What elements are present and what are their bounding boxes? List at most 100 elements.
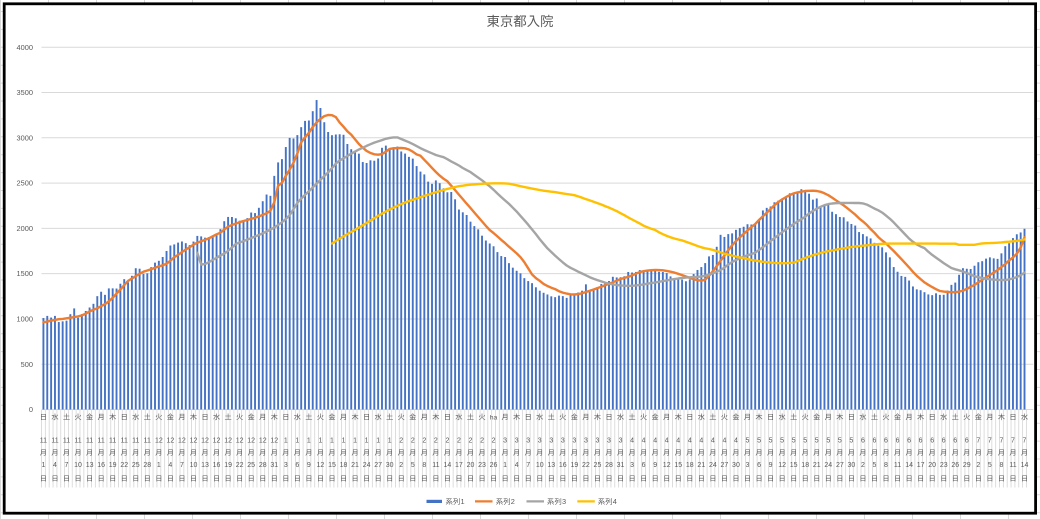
svg-text:6: 6 <box>907 438 911 445</box>
svg-text:8: 8 <box>422 462 426 469</box>
svg-text:21: 21 <box>351 462 359 469</box>
svg-text:3: 3 <box>607 438 611 445</box>
svg-text:23: 23 <box>940 462 948 469</box>
svg-text:3: 3 <box>503 438 507 445</box>
svg-text:18: 18 <box>686 462 694 469</box>
svg-text:12: 12 <box>663 462 671 469</box>
svg-text:28: 28 <box>605 462 613 469</box>
svg-text:6: 6 <box>942 438 946 445</box>
svg-text:7: 7 <box>526 462 530 469</box>
svg-text:12: 12 <box>213 438 221 445</box>
svg-text:2: 2 <box>411 438 415 445</box>
svg-text:3: 3 <box>561 438 565 445</box>
svg-text:12: 12 <box>317 462 325 469</box>
svg-text:7: 7 <box>1011 438 1015 445</box>
svg-text:6: 6 <box>953 438 957 445</box>
svg-text:4: 4 <box>613 497 617 506</box>
svg-text:11: 11 <box>121 438 128 445</box>
svg-text:26: 26 <box>951 462 959 469</box>
svg-text:2: 2 <box>492 438 496 445</box>
svg-text:2: 2 <box>422 438 426 445</box>
svg-text:1: 1 <box>388 438 392 445</box>
svg-text:14: 14 <box>905 462 913 469</box>
svg-text:2: 2 <box>434 438 438 445</box>
svg-text:12: 12 <box>224 438 232 445</box>
svg-text:1: 1 <box>503 462 507 469</box>
svg-text:12: 12 <box>247 438 255 445</box>
svg-text:2: 2 <box>457 438 461 445</box>
svg-text:9: 9 <box>307 462 311 469</box>
svg-text:1: 1 <box>342 438 346 445</box>
svg-text:11: 11 <box>86 438 93 445</box>
svg-text:2500: 2500 <box>17 179 33 188</box>
svg-text:7: 7 <box>999 438 1003 445</box>
svg-text:12: 12 <box>166 438 174 445</box>
svg-text:2: 2 <box>445 438 449 445</box>
svg-text:10: 10 <box>74 462 82 469</box>
svg-text:7: 7 <box>976 438 980 445</box>
svg-text:12: 12 <box>190 438 198 445</box>
svg-text:19: 19 <box>224 462 232 469</box>
svg-text:5: 5 <box>792 438 796 445</box>
svg-text:1500: 1500 <box>17 269 33 278</box>
svg-text:2: 2 <box>511 497 515 506</box>
svg-text:6: 6 <box>930 438 934 445</box>
svg-text:4000: 4000 <box>17 43 33 52</box>
svg-text:3: 3 <box>538 438 542 445</box>
svg-text:5: 5 <box>873 462 877 469</box>
svg-text:28: 28 <box>143 462 151 469</box>
svg-text:2: 2 <box>480 438 484 445</box>
svg-text:17: 17 <box>917 462 925 469</box>
svg-text:4: 4 <box>515 462 519 469</box>
svg-text:12: 12 <box>270 438 278 445</box>
svg-text:13: 13 <box>86 462 94 469</box>
svg-text:27: 27 <box>836 462 844 469</box>
svg-text:5: 5 <box>838 438 842 445</box>
svg-text:6: 6 <box>295 462 299 469</box>
svg-text:16: 16 <box>213 462 221 469</box>
svg-text:5: 5 <box>746 438 750 445</box>
svg-text:3500: 3500 <box>17 88 33 97</box>
svg-text:2: 2 <box>399 438 403 445</box>
svg-text:3: 3 <box>284 462 288 469</box>
svg-text:23: 23 <box>478 462 486 469</box>
svg-text:18: 18 <box>340 462 348 469</box>
svg-text:1: 1 <box>284 438 288 445</box>
svg-text:ha: ha <box>490 414 498 421</box>
svg-text:5: 5 <box>815 438 819 445</box>
svg-text:8: 8 <box>884 462 888 469</box>
svg-text:3000: 3000 <box>17 133 33 142</box>
svg-text:3: 3 <box>526 438 530 445</box>
svg-text:12: 12 <box>259 438 267 445</box>
svg-text:4: 4 <box>688 438 692 445</box>
svg-text:3: 3 <box>515 438 519 445</box>
svg-text:3: 3 <box>619 438 623 445</box>
svg-text:4: 4 <box>630 438 634 445</box>
svg-text:24: 24 <box>363 462 371 469</box>
svg-text:26: 26 <box>490 462 498 469</box>
svg-text:1: 1 <box>157 462 161 469</box>
svg-text:31: 31 <box>270 462 278 469</box>
svg-text:5: 5 <box>769 438 773 445</box>
svg-text:17: 17 <box>455 462 463 469</box>
svg-text:6: 6 <box>873 438 877 445</box>
svg-text:2: 2 <box>399 462 403 469</box>
svg-text:1: 1 <box>318 438 322 445</box>
svg-text:20: 20 <box>467 462 475 469</box>
svg-text:6: 6 <box>642 462 646 469</box>
svg-text:11: 11 <box>132 438 139 445</box>
svg-text:25: 25 <box>247 462 255 469</box>
svg-text:6: 6 <box>896 438 900 445</box>
svg-text:22: 22 <box>120 462 128 469</box>
svg-text:4: 4 <box>168 462 172 469</box>
svg-text:11: 11 <box>109 438 116 445</box>
svg-text:3: 3 <box>584 438 588 445</box>
svg-text:5: 5 <box>803 438 807 445</box>
svg-text:11: 11 <box>144 438 151 445</box>
svg-text:15: 15 <box>674 462 682 469</box>
svg-text:3: 3 <box>595 438 599 445</box>
svg-text:18: 18 <box>801 462 809 469</box>
svg-text:11: 11 <box>97 438 104 445</box>
svg-text:3: 3 <box>746 462 750 469</box>
svg-text:22: 22 <box>236 462 244 469</box>
